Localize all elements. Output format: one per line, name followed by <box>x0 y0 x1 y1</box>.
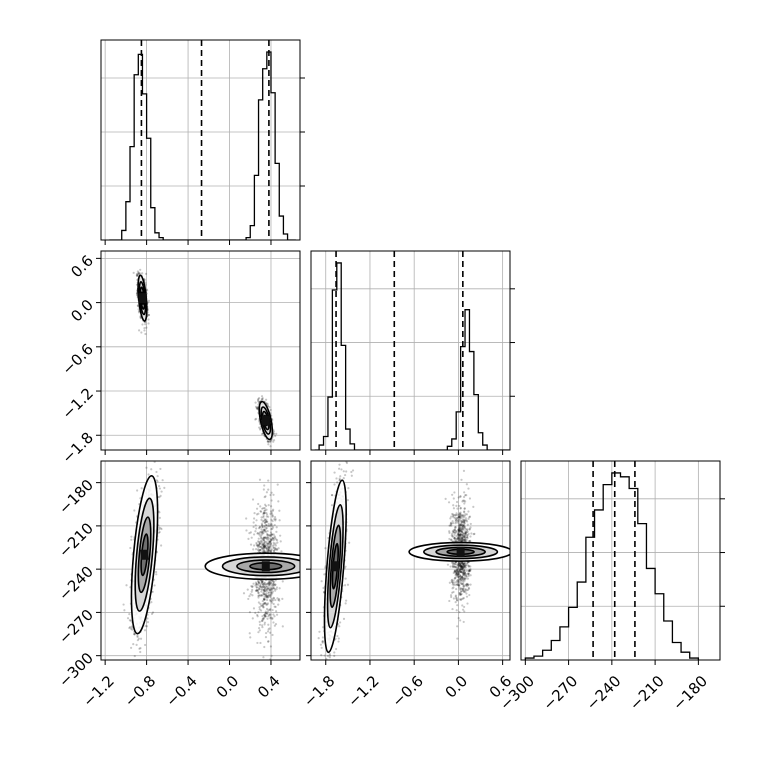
density-peak-10-0 <box>138 293 147 304</box>
x-tick-label-1-3: 0.0 <box>442 672 472 702</box>
x-tick-label-1-1: −1.2 <box>344 672 382 710</box>
panel-frame-20 <box>100 460 301 661</box>
x-tick-label-0-0: −1.2 <box>79 672 117 710</box>
histogram-0 <box>109 51 296 240</box>
histogram-panel-1 <box>311 251 510 450</box>
y-tick-label-1-4: 0.6 <box>67 252 97 282</box>
scatter-panel-20 <box>101 461 300 660</box>
x-tick-label-0-2: −0.4 <box>162 672 200 710</box>
y-tick-label-2-2: −240 <box>55 562 97 604</box>
x-tick-label-0-4: 0.4 <box>254 672 284 702</box>
density-peak-21-0 <box>331 561 340 572</box>
x-tick-label-0-3: 0.0 <box>213 672 243 702</box>
histogram-1 <box>314 262 510 450</box>
y-tick-label-2-4: −180 <box>55 476 97 518</box>
density-peak-21-1 <box>456 546 465 557</box>
histogram-panel-2 <box>521 461 720 660</box>
panel-frame-21 <box>310 460 511 661</box>
y-tick-label-1-1: −1.2 <box>59 384 97 422</box>
panel-frame-11 <box>310 250 511 451</box>
histogram-panel-0 <box>101 40 300 240</box>
scatter-panel-10 <box>101 251 300 450</box>
histogram-2 <box>524 472 700 660</box>
y-tick-label-2-1: −270 <box>55 606 97 648</box>
y-tick-label-2-3: −210 <box>55 519 97 561</box>
x-tick-label-2-1: −270 <box>539 672 581 714</box>
y-tick-label-1-3: 0.0 <box>67 296 97 326</box>
x-tick-label-1-0: −1.8 <box>300 672 338 710</box>
x-tick-label-2-3: −210 <box>626 672 668 714</box>
y-tick-label-1-0: −1.8 <box>59 429 97 467</box>
x-tick-label-2-2: −240 <box>583 672 625 714</box>
x-tick-label-0-1: −0.8 <box>121 672 159 710</box>
panel-frame-22 <box>520 460 721 661</box>
y-tick-label-2-0: −300 <box>55 649 97 691</box>
density-peak-20-1 <box>261 561 270 572</box>
panel-frame-00 <box>100 39 301 241</box>
y-tick-label-1-2: −0.6 <box>59 340 97 378</box>
x-tick-label-2-4: −180 <box>669 672 711 714</box>
density-peak-20-0 <box>140 549 149 560</box>
density-peak-10-1 <box>261 415 270 426</box>
panel-frame-10 <box>100 250 301 451</box>
scatter-panel-21 <box>311 461 510 660</box>
x-tick-label-1-2: −0.6 <box>388 672 426 710</box>
